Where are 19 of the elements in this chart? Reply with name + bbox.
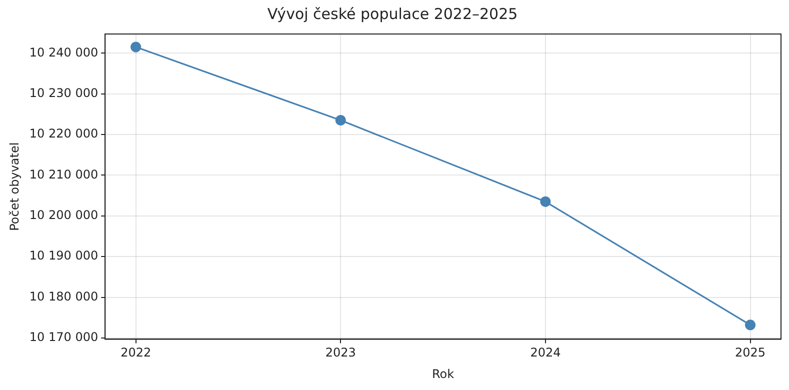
y-tick-label: 10 170 000 [29,330,98,344]
y-tick-label: 10 240 000 [29,45,98,60]
x-axis-title: Rok [432,366,454,381]
x-tick-label: 2025 [735,346,766,360]
y-axis-title: Počet obyvatel [7,142,22,231]
y-tick-label: 10 210 000 [29,167,98,182]
y-tick-label: 10 190 000 [29,248,98,263]
point [540,196,551,207]
y-tick-label: 10 200 000 [29,208,98,222]
x-tick-label: 2023 [325,346,356,360]
y-tick-label: 10 220 000 [29,126,98,141]
point [744,320,756,330]
point [335,114,346,126]
x-tick-label: 2022 [120,346,152,360]
y-tick-label: 10 180 000 [29,289,98,304]
point [130,42,142,52]
x-tick-label: 2024 [530,346,561,360]
chart-title: Vývoj české populace 2022–2025 [267,4,518,23]
y-tick-label: 10 230 000 [29,86,98,100]
